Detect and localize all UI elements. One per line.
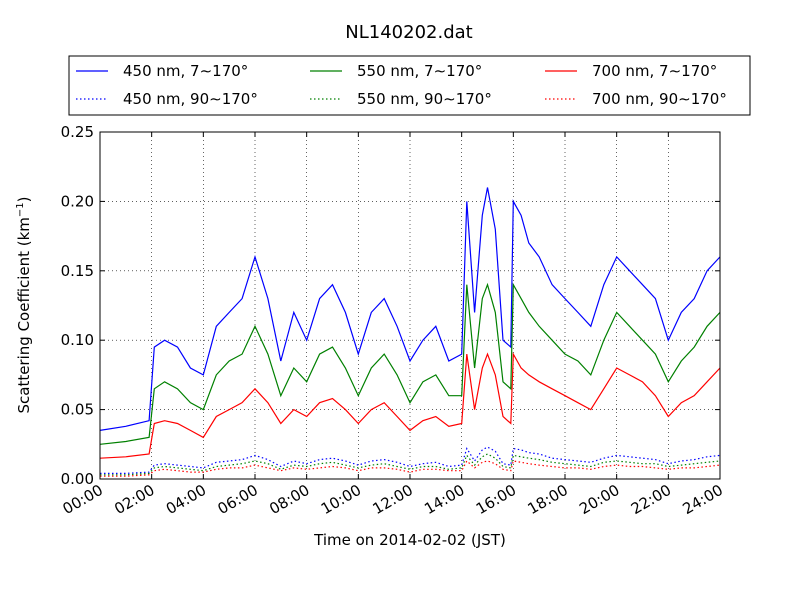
legend-box [68,55,751,116]
grid [99,131,721,480]
series-line-2 [99,282,721,445]
x-tick-label: 08:00 [266,481,312,518]
y-axis-label: Scattering Coefficient (km−1) [15,196,33,413]
y-tick-label: 0.20 [61,192,94,210]
x-tick-label: 12:00 [370,481,416,518]
legend-label-1: 450 nm, 7∼170° [123,62,248,80]
y-axis-label-main: Scattering Coefficient (km [15,217,33,413]
y-tick-label: 0.00 [61,470,94,488]
x-axis-label: Time on 2014-02-02 (JST) [313,531,506,549]
x-tick-label: 16:00 [473,481,519,518]
legend-label-4: 450 nm, 90∼170° [123,90,258,108]
legend-label-5: 550 nm, 90∼170° [357,90,492,108]
y-tick-label: 0.10 [61,331,94,349]
x-tick-label: 22:00 [628,481,674,518]
y-tick-label: 0.25 [61,123,94,141]
legend: 450 nm, 7∼170° 550 nm, 7∼170° 700 nm, 7∼17… [68,55,751,116]
series-line-4 [100,446,721,474]
y-tick-label: 0.05 [61,401,94,419]
series-group [99,187,721,477]
x-tick-label: 24:00 [680,481,726,518]
y-axis-label-exponent: −1 [15,202,26,217]
y-axis-label-end: ) [15,196,33,202]
series-line-5 [100,453,721,476]
series-line-1 [99,187,721,431]
x-tick-label: 10:00 [318,481,364,518]
x-tick-label: 20:00 [576,481,622,518]
x-tick-label: 06:00 [215,481,261,518]
x-tick-label: 04:00 [163,481,209,518]
x-tick-label: 02:00 [111,481,157,518]
series-line-3 [99,351,721,459]
chart-title: NL140202.dat [345,22,472,43]
x-tick-label: 14:00 [421,481,467,518]
legend-label-2: 550 nm, 7∼170° [357,62,482,80]
legend-label-6: 700 nm, 90∼170° [592,90,727,108]
x-tick-label: 18:00 [525,481,571,518]
y-axis-ticks: 0.00 0.05 0.10 0.15 0.20 0.25 [61,123,720,488]
legend-label-3: 700 nm, 7∼170° [592,62,717,80]
y-tick-label: 0.15 [61,262,94,280]
x-axis-ticks: 00:00 02:00 04:00 06:00 08:00 10:00 12:00 14:00… [60,132,726,518]
